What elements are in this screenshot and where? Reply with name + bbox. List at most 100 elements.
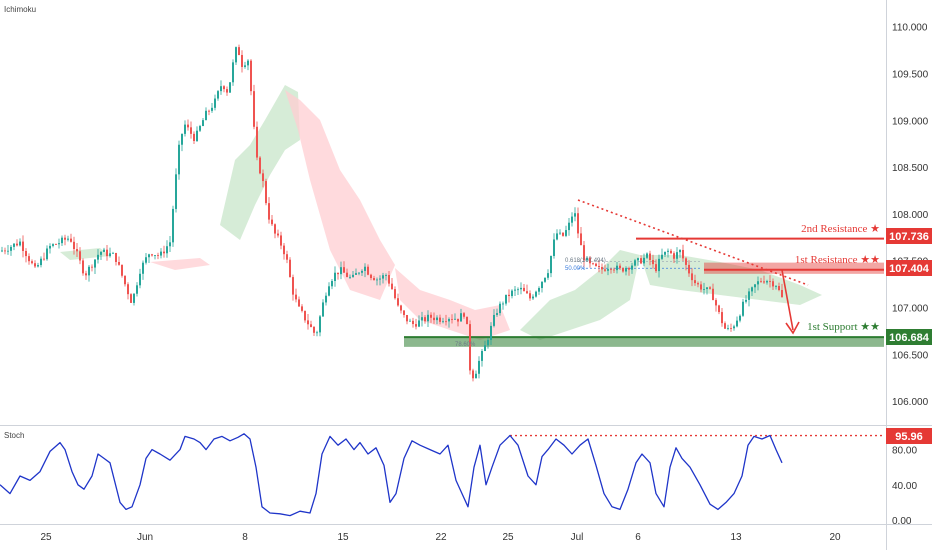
candle-body-80 [241,55,243,67]
candle-body-130 [391,283,393,290]
candle-body-127 [382,275,384,279]
time-axis-tick-label-8: 13 [730,532,742,543]
support1-price-tag-text: 106.684 [889,332,930,344]
candle-body-36 [109,253,111,257]
candle-body-220 [661,254,663,259]
stoch-value-tag-text: 95.96 [895,431,923,443]
candle-body-59 [178,144,180,175]
candle-body-159 [478,360,480,374]
candle-body-76 [229,82,231,93]
candle-body-61 [184,124,186,134]
candles-layer [1,44,783,382]
ichimoku-indicator-label: Ichimoku [4,5,36,14]
candle-body-16 [49,245,51,249]
candle-body-233 [700,284,702,290]
candle-body-150 [451,318,453,320]
candle-body-227 [682,249,684,259]
candle-body-72 [217,91,219,99]
candle-body-82 [247,60,249,66]
ichimoku-cloud-1 [285,90,395,300]
candle-body-146 [439,317,441,322]
candle-body-174 [523,287,525,292]
candle-body-4 [13,243,15,247]
candle-body-142 [427,314,429,322]
candle-body-186 [559,232,561,234]
candle-body-100 [301,306,303,311]
candle-body-234 [703,289,705,290]
candle-body-148 [445,321,447,323]
candle-body-106 [319,316,321,333]
stoch-axis-tick-label-1: 40.00 [892,481,917,492]
candle-body-114 [343,267,345,273]
candle-body-44 [133,293,135,303]
candle-body-117 [352,274,354,277]
candle-body-252 [757,281,759,285]
candle-body-158 [475,373,477,379]
candle-body-208 [625,268,627,272]
candle-body-70 [211,107,213,111]
candle-body-149 [448,318,450,322]
candle-body-99 [298,299,300,307]
candle-body-56 [169,242,171,247]
candle-body-87 [262,173,264,182]
candle-body-27 [82,260,84,274]
candle-body-201 [604,269,606,271]
candle-body-45 [136,285,138,294]
candle-body-107 [322,302,324,317]
candle-body-8 [25,251,27,257]
time-axis-tick-label-5: 25 [502,532,514,543]
candle-body-231 [694,280,696,284]
candle-body-243 [730,328,732,329]
candle-body-165 [496,313,498,315]
candle-body-253 [760,281,762,283]
candle-body-182 [547,273,549,278]
candle-body-240 [721,312,723,324]
candle-body-102 [307,320,309,325]
candle-body-126 [379,278,381,280]
fib-618-label: 0.618(107.494) [565,258,606,264]
candle-body-25 [76,249,78,252]
candle-body-83 [250,60,252,92]
stoch-value-tag [886,428,932,444]
candle-body-237 [712,288,714,301]
candle-body-111 [334,272,336,281]
candle-body-254 [763,281,765,283]
ichimoku-cloud-2 [395,268,510,340]
candle-body-196 [589,257,591,264]
candle-body-172 [517,289,519,291]
candle-body-97 [292,277,294,295]
candle-body-73 [220,86,222,92]
candle-body-232 [697,283,699,285]
candle-body-160 [481,350,483,361]
candle-body-228 [685,258,687,265]
candle-body-206 [619,265,621,269]
candle-body-75 [226,89,228,93]
candle-body-170 [511,290,513,297]
candle-body-140 [421,317,423,321]
candle-body-37 [112,252,114,254]
candle-body-256 [769,281,771,282]
candle-body-33 [100,251,102,255]
candle-body-144 [433,317,435,321]
candle-body-168 [505,294,507,304]
candle-body-74 [223,86,225,90]
fib-786-label: 78.60% [455,342,476,348]
candle-body-88 [265,181,267,204]
candle-body-69 [208,110,210,112]
candle-body-7 [22,241,24,252]
candle-body-214 [643,257,645,264]
candle-body-67 [202,120,204,127]
stoch-indicator-label: Stoch [4,431,24,440]
candle-body-224 [673,253,675,259]
candle-body-6 [19,241,21,246]
candle-body-93 [280,235,282,246]
candle-body-198 [595,263,597,266]
price-axis-tick-label-6: 107.000 [892,304,929,315]
candle-body-219 [658,258,660,272]
resistance2-price-tag [886,228,932,244]
candle-body-218 [655,264,657,272]
candle-body-176 [529,293,531,299]
candle-body-38 [115,252,117,262]
candle-body-169 [508,294,510,297]
